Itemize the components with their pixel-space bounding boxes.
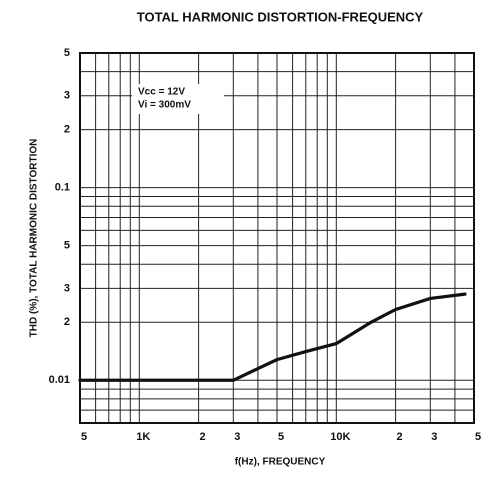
y-axis-label: THD (%), TOTAL HARMONIC DISTORTION bbox=[29, 139, 40, 338]
x-tick-label: 5 bbox=[475, 431, 481, 443]
y-tick-label: 5 bbox=[64, 47, 70, 59]
y-tick-label: 5 bbox=[64, 240, 70, 252]
x-tick-label: 2 bbox=[200, 431, 206, 443]
y-tick-label: 0.1 bbox=[55, 182, 70, 194]
y-tick-label: 3 bbox=[64, 90, 70, 102]
chart-title: TOTAL HARMONIC DISTORTION-FREQUENCY bbox=[137, 9, 424, 24]
x-axis-label: f(Hz), FREQUENCY bbox=[235, 457, 326, 468]
y-tick-label: 3 bbox=[64, 282, 70, 294]
x-tick-label: 1K bbox=[136, 431, 150, 443]
data-line bbox=[78, 292, 467, 382]
plot-frame bbox=[79, 52, 475, 424]
x-tick-label: 2 bbox=[397, 431, 403, 443]
x-tick-label: 3 bbox=[431, 431, 437, 443]
grid bbox=[79, 52, 475, 423]
annotation: Vcc = 12V bbox=[138, 87, 185, 98]
annotation-box bbox=[132, 84, 224, 114]
y-tick-label: 2 bbox=[64, 316, 70, 328]
y-tick-label: 0.01 bbox=[49, 374, 70, 386]
y-tick-label: 2 bbox=[64, 124, 70, 136]
x-tick-label: 3 bbox=[234, 431, 240, 443]
annotation: Vi = 300mV bbox=[138, 100, 191, 111]
x-tick-label: 5 bbox=[81, 431, 87, 443]
x-tick-label: 5 bbox=[278, 431, 284, 443]
x-tick-label: 10K bbox=[330, 431, 350, 443]
